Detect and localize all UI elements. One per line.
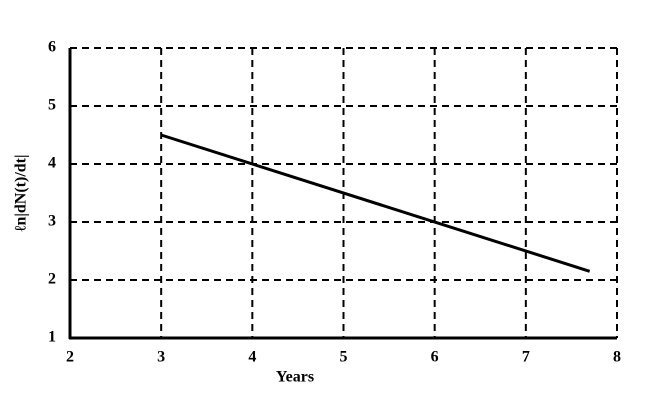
x-tick-label: 8	[613, 349, 621, 366]
y-tick-label: 2	[48, 271, 56, 288]
x-tick-label: 2	[66, 349, 74, 366]
y-tick-label: 5	[48, 97, 56, 114]
y-tick-label: 3	[48, 213, 56, 230]
x-tick-label: 7	[522, 349, 530, 366]
x-axis-label: Years	[276, 369, 314, 386]
data-line	[160, 133, 591, 273]
x-tick-label: 5	[340, 349, 348, 366]
x-tick-label: 4	[248, 349, 256, 366]
x-tick-label: 6	[431, 349, 439, 366]
y-axis-label: ℓn|dN(t)/dt|	[13, 154, 30, 231]
x-tick-label: 3	[157, 349, 165, 366]
y-tick-label: 1	[48, 329, 56, 346]
y-tick-label: 4	[48, 155, 56, 172]
y-tick-label: 6	[48, 39, 56, 56]
